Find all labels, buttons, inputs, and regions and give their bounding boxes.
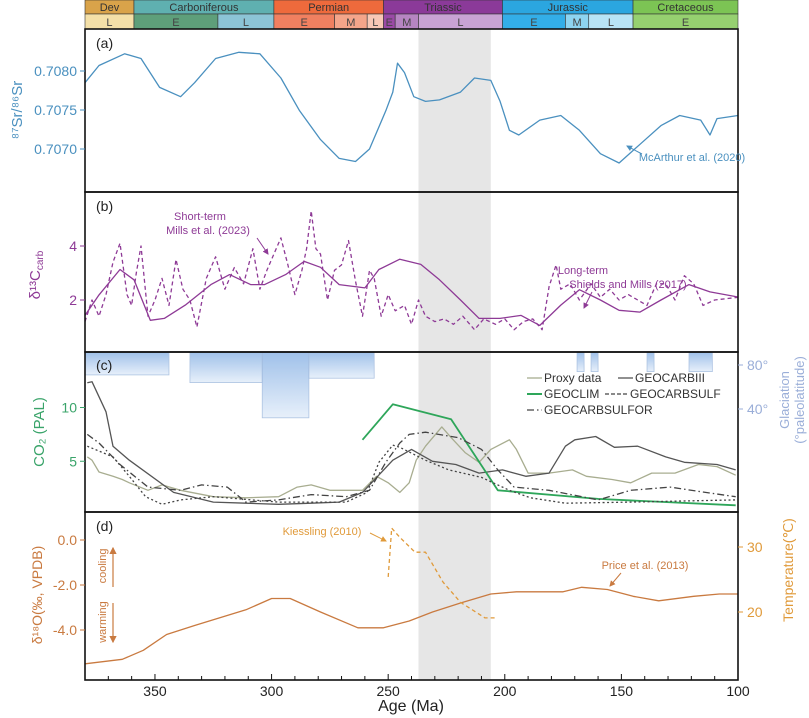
y-tick-label: 0.0 <box>58 532 78 548</box>
epoch-label: E <box>172 17 179 29</box>
series-line-geoclim <box>361 403 736 507</box>
y-tick-label: 0.7070 <box>34 141 77 157</box>
epoch-label: L <box>243 17 249 29</box>
y-tick-label: 4 <box>69 238 77 254</box>
series-line-geocarbsulf <box>87 444 736 505</box>
glaciation-bar <box>308 352 375 379</box>
x-tick-label: 200 <box>493 683 517 699</box>
annotation-short-term-source: Mills et al. (2023) <box>166 225 250 237</box>
period-label: Cretaceous <box>657 2 714 14</box>
epoch-label: L <box>372 17 378 29</box>
y-tick-label: 10 <box>61 400 77 416</box>
glaciation-bar <box>85 352 170 376</box>
period-label: Triassic <box>424 2 462 14</box>
annotation-mcarthur-arrow <box>626 145 643 155</box>
x-axis-label: Age (Ma) <box>378 698 444 715</box>
co2-axis-label: CO₂ (PAL) <box>31 397 48 467</box>
series-line-geocarbsulfor <box>86 431 736 503</box>
glaciation-bar <box>189 352 263 384</box>
annotation-mcarthur: McArthur et al. (2020) <box>639 152 745 164</box>
glaciation-bar <box>590 352 599 373</box>
annotation-long-term-arrow <box>583 291 593 309</box>
panel-label-c: (c) <box>96 357 112 373</box>
glaciation-bar <box>646 352 655 373</box>
epoch-label: M <box>572 17 581 29</box>
d13c-axis-label: δ¹³Ccarb <box>27 250 46 299</box>
annotation-short-term: Short-term <box>174 211 226 223</box>
x-tick-label: 150 <box>610 683 634 699</box>
y-tick-label: 0.7075 <box>34 102 77 118</box>
epoch-label: M <box>402 17 411 29</box>
legend-label: GEOCLIM <box>544 387 599 401</box>
series-line-panel1-0 <box>85 258 738 327</box>
panel-label-d: (d) <box>96 518 113 534</box>
series-line-panel0-0 <box>85 51 738 164</box>
x-tick-label: 100 <box>726 683 750 699</box>
panel-frame <box>84 28 739 193</box>
panel-label-a: (a) <box>96 35 113 51</box>
series-line-panel3-0 <box>85 586 738 665</box>
y-tick-label: -4.0 <box>53 622 77 638</box>
glaciation-bar <box>576 352 585 373</box>
late-triassic-band <box>418 29 491 680</box>
legend-label: GEOCARBIII <box>635 371 705 385</box>
panel-frame <box>84 511 739 681</box>
annotation-price: Price et al. (2013) <box>602 560 689 572</box>
epoch-label: M <box>346 17 355 29</box>
y2-tick-label: 80° <box>747 357 768 373</box>
legend-label: Proxy data <box>544 371 602 385</box>
y2-tick-label: 40° <box>747 401 768 417</box>
series-line-panel3-1 <box>387 527 496 619</box>
glaciation-axis-label-unit: (°paleolatitude) <box>792 356 807 444</box>
warming-label: warming <box>97 601 109 644</box>
y2-tick-label: 30 <box>747 539 763 555</box>
glaciation-bar <box>688 352 713 373</box>
epoch-label: E <box>682 17 689 29</box>
annotation-kiessling: Kiessling (2010) <box>283 526 362 538</box>
epoch-label: L <box>457 17 463 29</box>
period-label: Permian <box>308 2 349 14</box>
epoch-label: E <box>530 17 537 29</box>
annotation-short-term-arrow <box>256 237 269 255</box>
period-label: Jurassic <box>548 2 589 14</box>
y-tick-label: 5 <box>69 453 77 469</box>
panel-frames <box>84 28 739 681</box>
d13c-axis-label-sub: carb <box>35 250 46 270</box>
glaciation-axis-label: Glaciation <box>777 371 792 429</box>
annotation-price-arrow <box>609 572 622 587</box>
temperature-axis-label: Temperature(℃) <box>780 518 796 622</box>
d18o-axis-label: δ¹⁸O(‰, VPDB) <box>29 546 45 644</box>
legend-label: GEOCARBSULFOR <box>544 403 653 417</box>
y-tick-label: -2.0 <box>53 577 77 593</box>
annotation-long-term: Long-term <box>558 265 608 277</box>
x-tick-label: 350 <box>143 683 167 699</box>
series-line-geocarbiii <box>87 381 736 505</box>
epoch-label: E <box>301 17 308 29</box>
x-tick-label: 250 <box>376 683 400 699</box>
cooling-label: cooling <box>97 549 109 584</box>
highlight-band <box>418 29 491 680</box>
d13c-axis-label-main: δ¹³C <box>27 270 44 299</box>
annotation-kiessling-arrow <box>369 532 387 542</box>
annotation-long-term-source: Shields and Mills (2017) <box>569 279 686 291</box>
epoch-label: E <box>386 17 393 29</box>
y-tick-label: 2 <box>69 292 77 308</box>
y2-tick-label: 20 <box>747 604 763 620</box>
x-tick-label: 300 <box>260 683 284 699</box>
y-tick-label: 0.7080 <box>34 63 77 79</box>
series-line-proxy-data <box>86 426 736 499</box>
series-line-panel1-1 <box>85 210 738 331</box>
legend-co2: Proxy data GEOCARBIII GEOCLIM GEOCARBSULF GE… <box>527 371 721 417</box>
epoch-label: L <box>608 17 614 29</box>
period-label: Carboniferous <box>169 2 239 14</box>
glaciation-bar <box>261 352 310 419</box>
epoch-label: L <box>106 17 112 29</box>
period-label: Dev <box>100 2 120 14</box>
panel-label-b: (b) <box>96 198 113 214</box>
sr-axis-label: ⁸⁷Sr/⁸⁶Sr <box>9 81 26 139</box>
legend-label: GEOCARBSULF <box>630 387 721 401</box>
